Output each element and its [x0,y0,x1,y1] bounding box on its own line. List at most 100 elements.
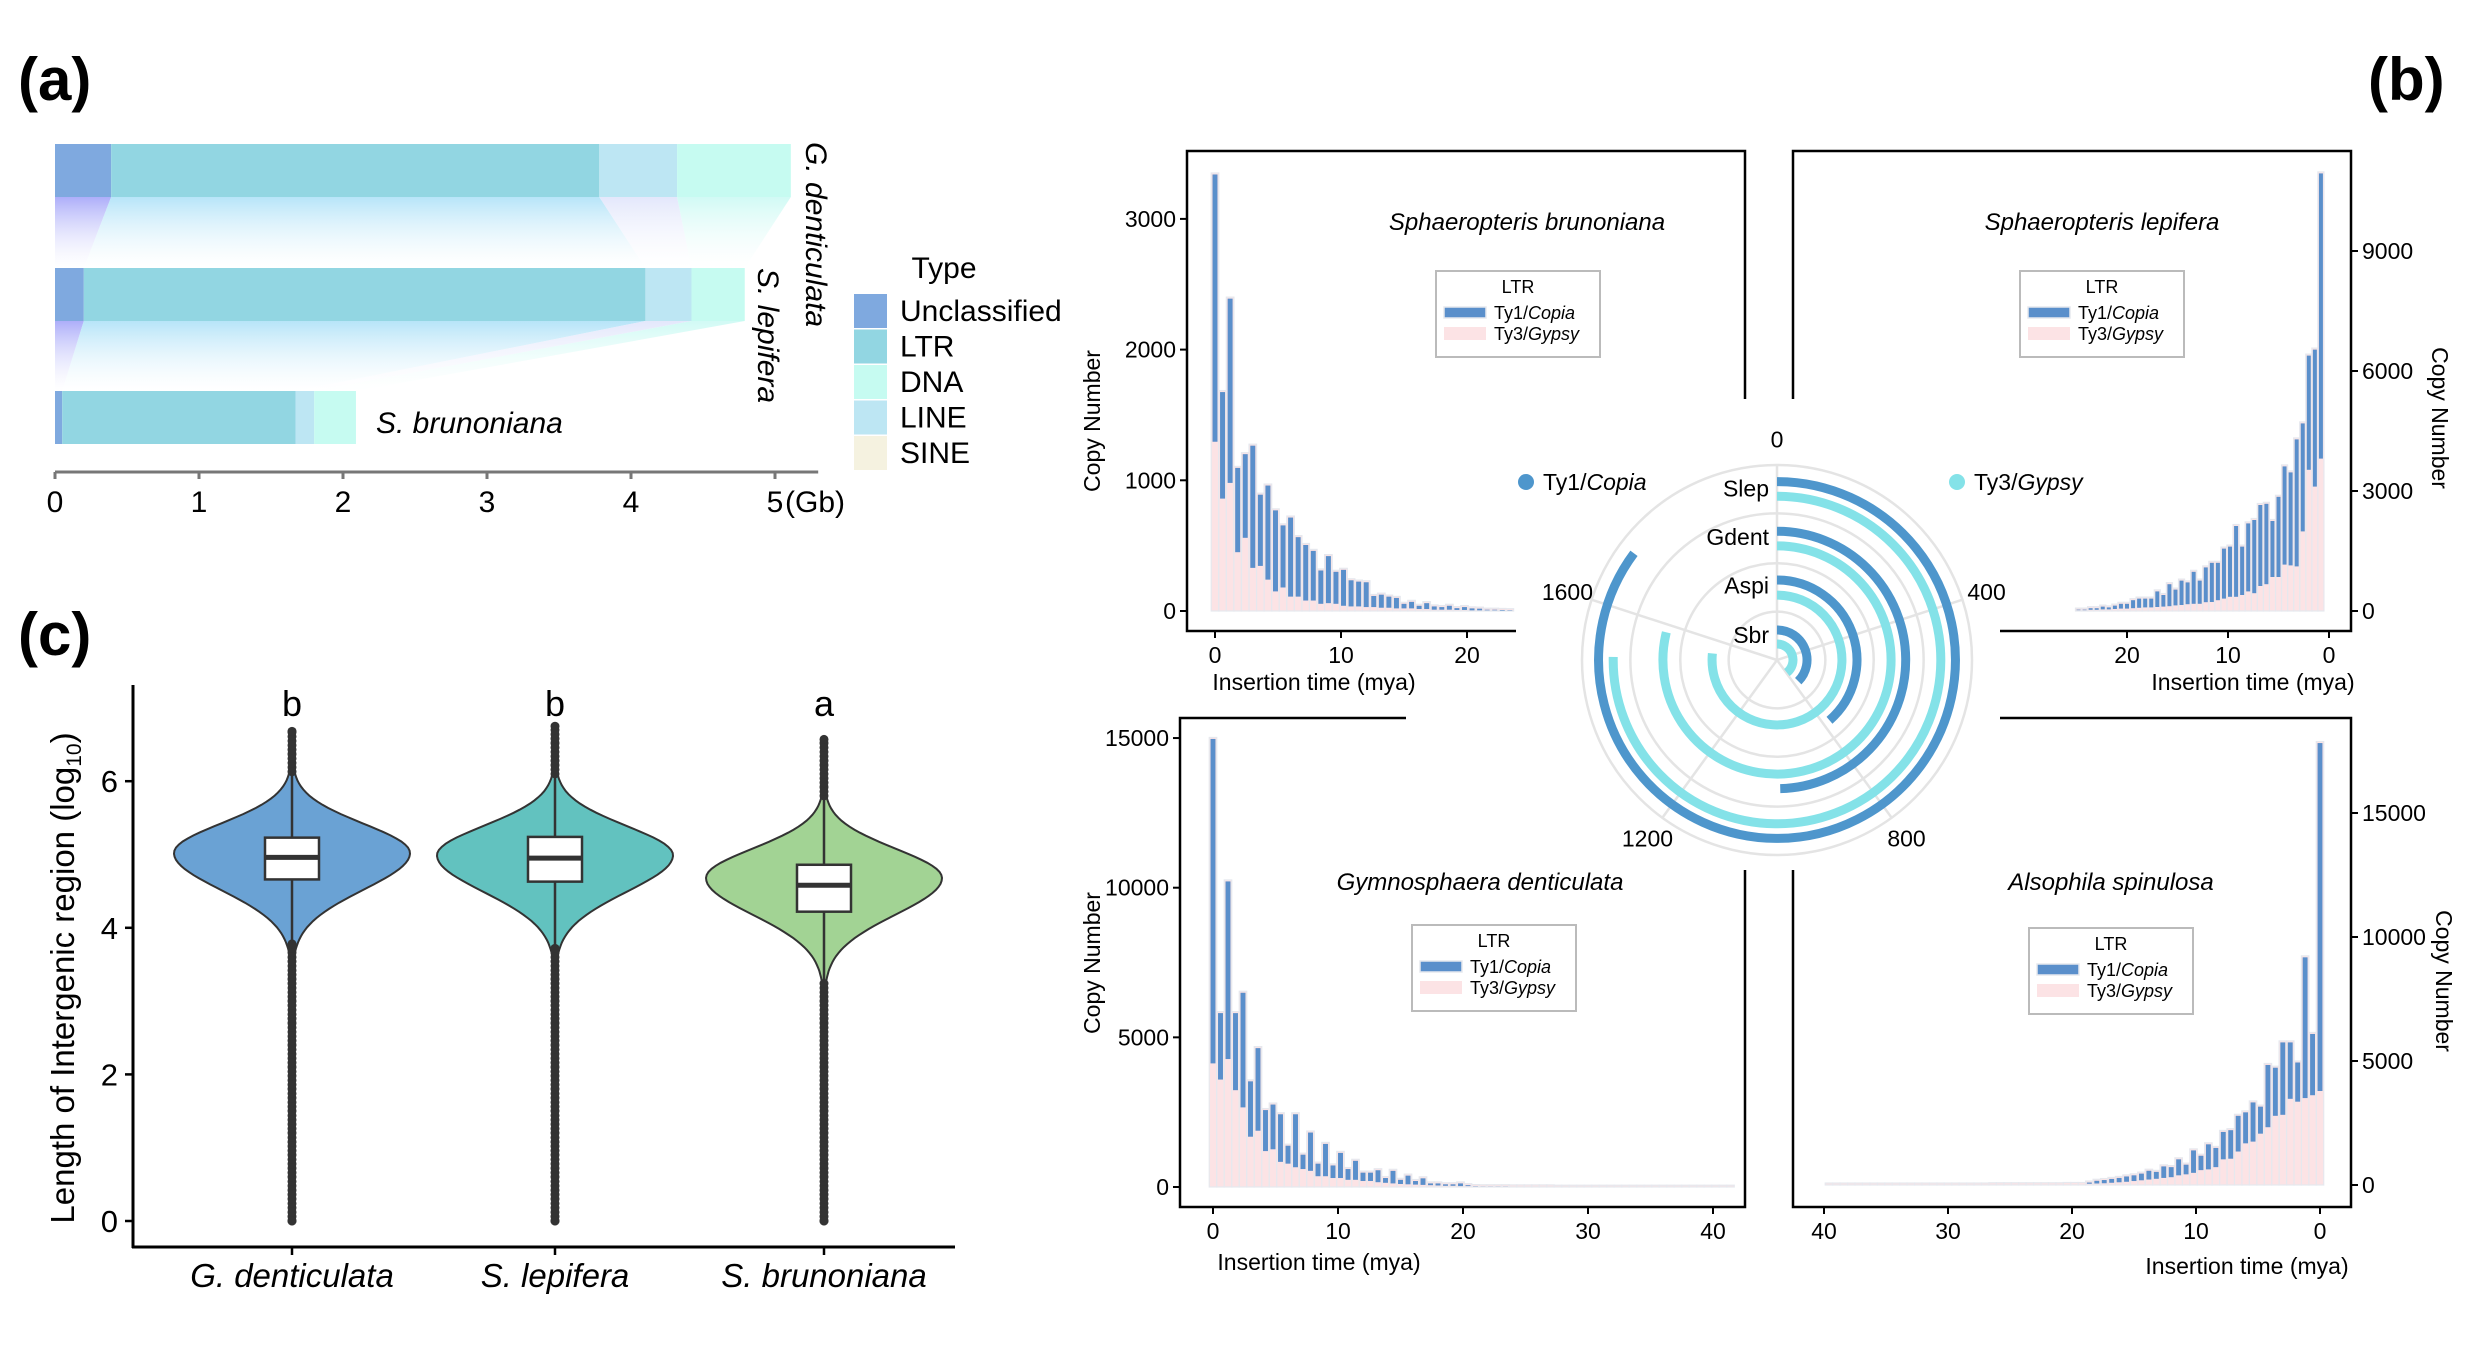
bar-ty1-copia [2228,1130,2234,1159]
bar-ty1-copia [1424,603,1430,610]
outlier-point [550,721,560,731]
bar-ty3-gypsy [1965,1182,1975,1186]
bar-ty1-copia [1356,581,1362,607]
bar-ty1-copia [2161,1166,2167,1178]
bar-ty1-copia [1308,1132,1313,1171]
bar-ty1-copia [2109,1178,2115,1183]
legend-label-line: LINE [900,402,967,435]
bar-segment-dna [677,144,791,197]
angular-tick-label: 1600 [1542,579,1593,605]
bar-ty3-gypsy [1711,1184,1720,1188]
violin-group: b G. denticulata [172,683,412,1294]
bar-ty3-gypsy [1568,1184,1578,1188]
bar-ty3-gypsy [1538,1184,1548,1188]
bar-ty1-copia [1458,1183,1463,1187]
bar-ty1-copia [1454,608,1460,610]
legend-label-gypsy-italic: Gypsy [2017,469,2084,495]
bar-ty1-copia [1250,445,1256,568]
bar-ty1-copia [1323,1143,1328,1177]
bar-ty1-copia [1420,1178,1426,1185]
legend-swatch-copia [1419,960,1463,973]
y-axis-label: Copy Number [1079,350,1105,492]
bar-ty3-gypsy [1988,1182,1997,1186]
bar-ty3-gypsy [1891,1182,1901,1186]
legend-label-copia-italic: Copia [1504,957,1551,977]
plot-frame [1791,149,2353,633]
legend-swatch-gypsy [2028,327,2070,340]
bar-ty3-gypsy [2062,1181,2072,1186]
legend-label-copia: Ty1/Copia [1494,303,1575,323]
bar-ty1-copia [1257,494,1263,566]
y-tick-label: 10000 [1105,875,1169,901]
legend-label-unclassified: Unclassified [900,295,1062,328]
bar-ty1-copia [2318,173,2323,459]
x-tick-label: S. lepifera [481,1257,630,1294]
bar-ty1-copia [2272,1067,2278,1116]
bar-ty1-copia [1242,454,1248,538]
panel-label-c: (c) [18,601,91,668]
bar-ty1-copia [1300,1154,1306,1170]
angular-tick-label: 400 [1967,579,2005,605]
y-axis-label: Length of Intergenic region (log10) [44,732,86,1223]
outlier-point [550,943,560,953]
bar-ty1-copia [2088,608,2093,610]
panel-c-violin-plot: 0 2 4 6 Length of Intergenic region (log10) b… [44,683,955,1294]
bar-ty1-copia [1348,580,1354,607]
radial-bar-aspi-gypsy [1707,590,1847,730]
bar-ty1-copia [1212,174,1218,442]
bar-ty1-copia [2116,1177,2122,1183]
bar-ty1-copia [1416,605,1422,610]
bar-segment-unclassified [55,268,84,321]
bar-ty1-copia [1218,1013,1223,1080]
legend-dot-copia [1518,474,1534,490]
bar-ty1-copia [2197,580,2202,604]
legend-swatch-gypsy [1420,981,1462,994]
bar-ty1-copia [1383,1178,1388,1183]
bar-ty3-gypsy [1501,1184,1510,1188]
bar-ty1-copia [1363,582,1369,608]
bar-ty3-gypsy [2032,1182,2042,1186]
bar-segment-line [645,268,692,321]
legend-title: LTR [2095,934,2128,954]
bar-ty1-copia [1333,571,1339,604]
bar-ty1-copia [1288,517,1294,597]
bar-ty3-gypsy [1561,1184,1570,1188]
bar-ty1-copia [1477,608,1483,611]
x-tick-label: 4 [623,486,640,519]
bar-ty1-copia [1378,594,1384,608]
outlier-point [287,1216,297,1226]
bar-ty3-gypsy [1973,1182,1983,1186]
bar-ty3-gypsy [1846,1182,1856,1186]
ribbon-dna [677,197,791,268]
bar-ty1-copia [1492,609,1498,611]
bar-ty3-gypsy [1681,1184,1690,1188]
bar-ty3-gypsy [1636,1184,1645,1188]
bar-ty3-gypsy [1478,1184,1488,1188]
y-tick-label: 2000 [1125,337,1176,363]
legend-swatch-copia [2027,306,2071,319]
bar-ty3-gypsy [1951,1182,1960,1186]
bar-ty3-gypsy [1643,1184,1653,1188]
x-axis-label: Insertion time (mya) [1212,669,1415,695]
outlier-point [819,979,829,989]
bar-ty3-gypsy [1613,1184,1623,1188]
bar-ty1-copia [2131,1175,2137,1182]
species-label-s-lepifera: S. lepifera [751,268,784,403]
bar-ty1-copia [1265,485,1271,580]
legend-label-copia-prefix: Ty1/ [2087,960,2121,980]
legend-label-gypsy-italic: Gypsy [2112,324,2164,344]
y-tick-label: 15000 [2362,800,2426,826]
violin-group: b S. lepifera [435,683,675,1294]
bar-ty3-gypsy [1471,1184,1480,1188]
y-tick-label: 0 [1156,1174,1169,1200]
outlier-point [287,726,297,736]
bar-ty1-copia [2220,1131,2226,1160]
bar-ty1-copia [2176,1159,2182,1176]
bar-ty1-copia [1345,1169,1351,1180]
bar-ty1-copia [1210,738,1216,1064]
radial-bar-aspi-copia [1776,575,1862,724]
bar-ty1-copia [2076,609,2081,611]
y-tick-label: 10000 [2362,924,2426,950]
bar-ty1-copia [2312,349,2317,487]
